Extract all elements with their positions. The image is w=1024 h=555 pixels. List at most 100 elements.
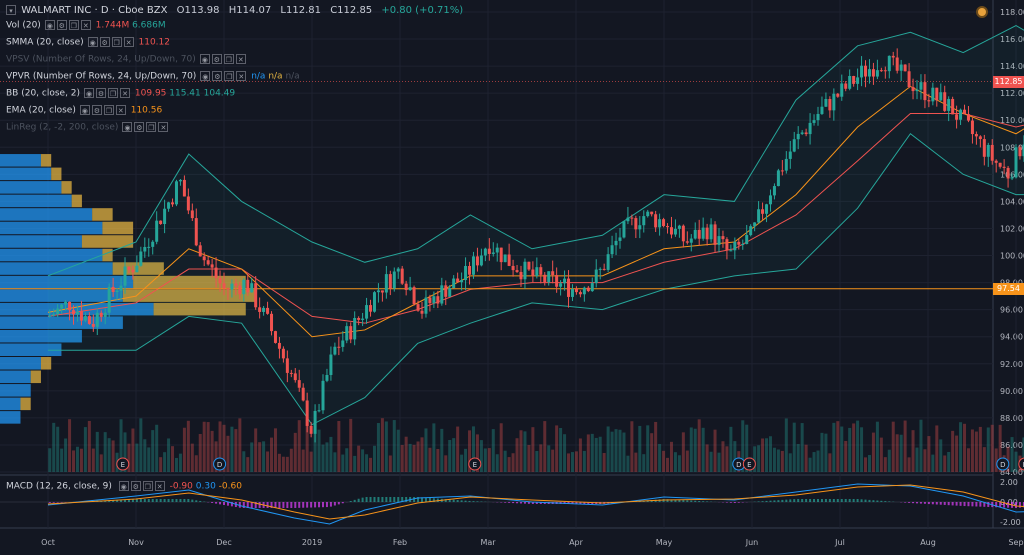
- eye-icon[interactable]: ◉: [84, 88, 94, 98]
- eye-icon[interactable]: ◉: [119, 481, 129, 491]
- eye-icon[interactable]: ◉: [122, 122, 132, 132]
- candle-body: [211, 264, 214, 267]
- indicator-buttons[interactable]: ◉⚙❐✕: [200, 52, 248, 66]
- chart-settings-icon[interactable]: [976, 6, 988, 18]
- volume-bar: [302, 450, 305, 472]
- candle-body: [393, 272, 396, 289]
- ohlc-high: H114.07: [229, 5, 272, 16]
- close-icon[interactable]: ✕: [124, 37, 134, 47]
- volume-profile-up-bar: [0, 208, 92, 221]
- macd-histogram-bar: [920, 502, 922, 504]
- eye-icon[interactable]: ◉: [200, 54, 210, 64]
- candle-body: [127, 267, 130, 270]
- volume-bar: [365, 454, 368, 472]
- close-icon[interactable]: ✕: [236, 54, 246, 64]
- candle-body: [432, 296, 435, 303]
- candle-body: [496, 248, 499, 253]
- gear-icon[interactable]: ⚙: [212, 54, 222, 64]
- gear-icon[interactable]: ⚙: [92, 105, 102, 115]
- macd-histogram-bar: [686, 500, 688, 502]
- indicator-buttons[interactable]: ◉⚙❐✕: [80, 103, 128, 117]
- collapse-icon[interactable]: ▾: [6, 5, 16, 15]
- volume-bar: [159, 457, 162, 472]
- indicator-legend-row[interactable]: VPVR (Number Of Rows, 24, Up/Down, 70)◉⚙…: [6, 69, 300, 84]
- candle-body: [848, 76, 851, 89]
- copy-icon[interactable]: ❐: [224, 71, 234, 81]
- copy-icon[interactable]: ❐: [108, 88, 118, 98]
- candle-body: [444, 285, 447, 297]
- copy-icon[interactable]: ❐: [104, 105, 114, 115]
- indicator-legend-row[interactable]: BB (20, close, 2)◉⚙❐✕ 109.95 115.41 104.…: [6, 86, 235, 101]
- candle-body: [333, 347, 336, 355]
- price-tick-label: 104.00: [1000, 197, 1024, 206]
- candle-body: [852, 76, 855, 84]
- indicator-value: 1.744M: [93, 21, 129, 31]
- volume-bar: [432, 423, 435, 472]
- candle-body: [595, 270, 598, 284]
- indicator-buttons[interactable]: ◉⚙❐✕: [200, 69, 248, 83]
- close-icon[interactable]: ✕: [236, 71, 246, 81]
- copy-icon[interactable]: ❐: [112, 37, 122, 47]
- candle-body: [642, 216, 645, 225]
- candle-body: [516, 270, 519, 272]
- eye-icon[interactable]: ◉: [80, 105, 90, 115]
- gear-icon[interactable]: ⚙: [100, 37, 110, 47]
- indicator-buttons[interactable]: ◉⚙❐✕: [84, 86, 132, 100]
- candle-body: [353, 318, 356, 339]
- macd-legend-buttons[interactable]: ◉⚙❐✕: [119, 479, 167, 493]
- candle-body: [785, 159, 788, 171]
- volume-bar: [428, 448, 431, 472]
- volume-bar: [207, 422, 210, 472]
- volume-bar: [975, 432, 978, 472]
- copy-icon[interactable]: ❐: [69, 20, 79, 30]
- candle-body: [840, 83, 843, 96]
- close-icon[interactable]: ✕: [158, 122, 168, 132]
- close-icon[interactable]: ✕: [155, 481, 165, 491]
- gear-icon[interactable]: ⚙: [212, 71, 222, 81]
- eye-icon[interactable]: ◉: [88, 37, 98, 47]
- macd-histogram-bar: [706, 501, 708, 502]
- volume-bar: [801, 423, 804, 472]
- indicator-name: LinReg (2, -2, 200, close): [6, 123, 118, 133]
- gear-icon[interactable]: ⚙: [134, 122, 144, 132]
- close-icon[interactable]: ✕: [81, 20, 91, 30]
- close-icon[interactable]: ✕: [120, 88, 130, 98]
- macd-histogram-bar: [762, 501, 764, 502]
- macd-histogram-bar: [797, 499, 799, 502]
- volume-profile-down-bar: [72, 195, 82, 208]
- gear-icon[interactable]: ⚙: [96, 88, 106, 98]
- candle-body: [424, 298, 427, 314]
- volume-bar: [464, 449, 467, 472]
- indicator-buttons[interactable]: ◉⚙❐✕: [122, 120, 170, 134]
- candle-body: [163, 209, 166, 224]
- macd-histogram-bar: [215, 502, 217, 504]
- eye-icon[interactable]: ◉: [200, 71, 210, 81]
- price-tick-label: 92.00: [1000, 360, 1023, 369]
- volume-bar: [60, 449, 63, 472]
- time-tick-label: Aug: [920, 538, 936, 547]
- gear-icon[interactable]: ⚙: [57, 20, 67, 30]
- volume-profile-down-bar: [102, 222, 133, 235]
- candle-body: [500, 248, 503, 262]
- volume-bar: [896, 434, 899, 472]
- indicator-legend-row[interactable]: SMMA (20, close)◉⚙❐✕ 110.12: [6, 35, 170, 50]
- volume-bar: [413, 445, 416, 472]
- eye-icon[interactable]: ◉: [45, 20, 55, 30]
- volume-bar: [262, 441, 265, 472]
- indicator-buttons[interactable]: ◉⚙❐✕: [88, 35, 136, 49]
- event-marker-label: D: [736, 461, 741, 469]
- indicator-legend-row[interactable]: EMA (20, close)◉⚙❐✕ 110.56: [6, 103, 162, 118]
- indicator-buttons[interactable]: ◉⚙❐✕: [45, 18, 93, 32]
- indicator-legend-row[interactable]: VPSV (Number Of Rows, 24, Up/Down, 70)◉⚙…: [6, 52, 248, 67]
- indicator-legend-row[interactable]: Vol (20)◉⚙❐✕ 1.744M 6.686M: [6, 18, 166, 33]
- indicator-legend-row[interactable]: LinReg (2, -2, 200, close) ◉⚙❐✕: [6, 120, 170, 135]
- copy-icon[interactable]: ❐: [224, 54, 234, 64]
- indicator-name: SMMA (20, close): [6, 38, 84, 48]
- candle-body: [599, 269, 602, 270]
- candle-body: [464, 266, 467, 280]
- gear-icon[interactable]: ⚙: [131, 481, 141, 491]
- close-icon[interactable]: ✕: [116, 105, 126, 115]
- copy-icon[interactable]: ❐: [143, 481, 153, 491]
- copy-icon[interactable]: ❐: [146, 122, 156, 132]
